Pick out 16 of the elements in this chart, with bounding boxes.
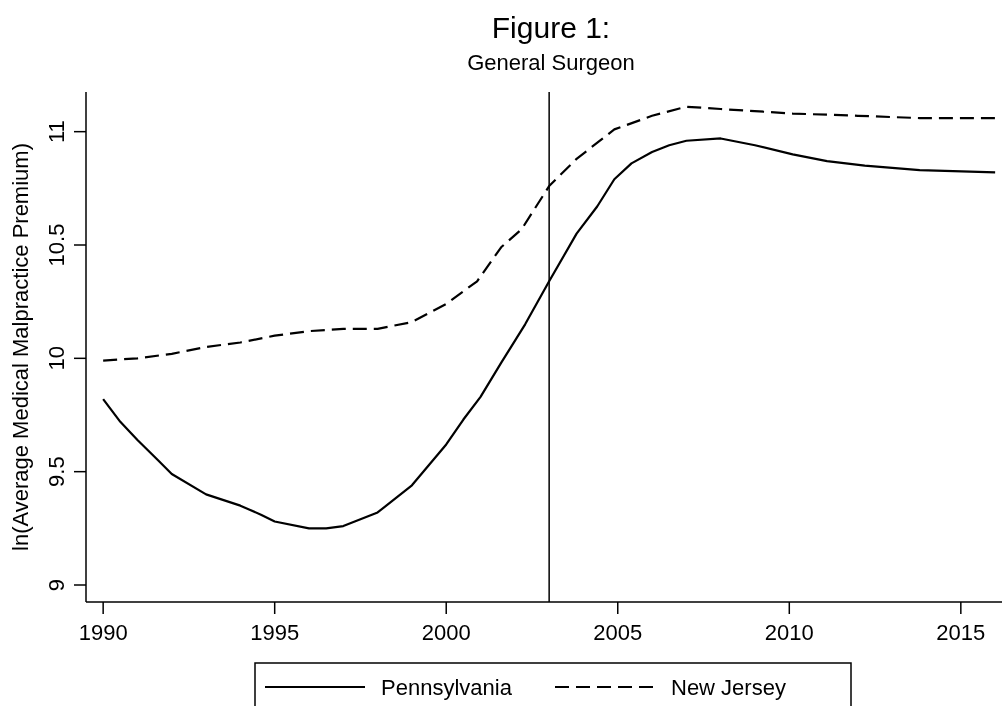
x-tick-label: 2010 bbox=[764, 620, 814, 645]
chart-subtitle: General Surgeon bbox=[467, 50, 635, 75]
y-tick-label: 11 bbox=[44, 120, 69, 144]
x-tick-label: 1990 bbox=[78, 620, 128, 645]
legend-label: Pennsylvania bbox=[381, 675, 513, 700]
x-tick-label: 2015 bbox=[936, 620, 986, 645]
y-tick-label: 10.5 bbox=[44, 223, 69, 267]
x-tick-label: 1995 bbox=[250, 620, 300, 645]
x-tick-label: 2000 bbox=[421, 620, 471, 645]
legend-label: New Jersey bbox=[671, 675, 786, 700]
y-tick-label: 9 bbox=[44, 578, 69, 592]
chart-title: Figure 1: bbox=[491, 11, 611, 44]
y-axis-title: ln(Average Medical Malpractice Premium) bbox=[8, 143, 33, 551]
y-tick-label: 9.5 bbox=[44, 456, 69, 487]
y-tick-label: 10 bbox=[44, 346, 69, 371]
x-tick-label: 2005 bbox=[593, 620, 643, 645]
